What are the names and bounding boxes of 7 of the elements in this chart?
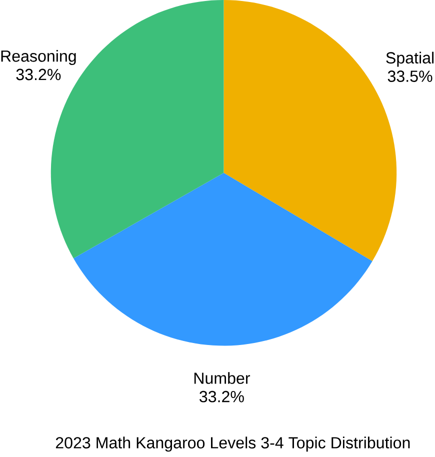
slice-label: Spatial	[386, 52, 434, 67]
slice-label: Number	[194, 372, 250, 384]
data-label: 33.2%	[200, 390, 244, 402]
data-label: 33.2%	[16, 68, 61, 80]
text: 2023 Math Kangaroo Levels 3-4 Topic Distribution	[56, 436, 410, 452]
slice-label: Reasoning	[2, 50, 76, 65]
data-label: 33.5%	[388, 70, 432, 82]
